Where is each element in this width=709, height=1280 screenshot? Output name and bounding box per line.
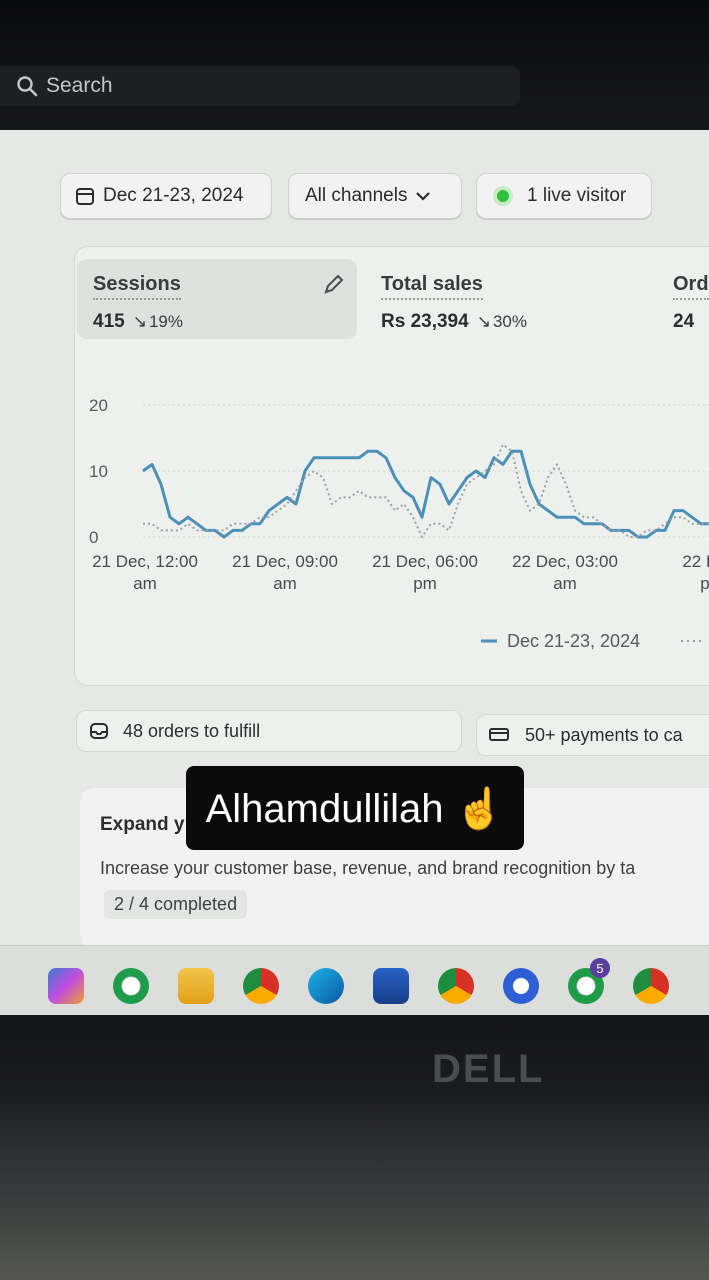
whatsapp-icon[interactable] [113, 968, 149, 1004]
top-bezel: Search [0, 0, 709, 130]
x-tick-label: 22 Dec, 03:00 [512, 552, 618, 571]
caption-sticker: Alhamdullilah ☝️ [186, 766, 524, 850]
metric-label: Total sales [381, 273, 483, 300]
x-tick-label-line2: am [553, 574, 577, 593]
file-explorer-icon[interactable] [178, 968, 214, 1004]
chrome-icon[interactable] [243, 968, 279, 1004]
live-visitor-button[interactable]: 1 live visitor [476, 173, 652, 219]
search-input[interactable]: Search [46, 74, 113, 97]
sessions-chart: 20 10 0 21 Dec, 12:00 am 21 Dec, 09:00 am 21 De… [89, 396, 709, 651]
search-icon [17, 76, 38, 97]
x-tick-label: 22 De [682, 552, 709, 571]
metric-label: Sessions [93, 273, 181, 300]
vpn-icon[interactable] [503, 968, 539, 1004]
progress-badge: 2 / 4 completed [104, 890, 248, 919]
expand-card[interactable]: Expand y Increase your customer base, re… [80, 788, 709, 948]
sales-trend: 30% [492, 312, 527, 331]
whatsapp-business-icon[interactable]: 5 [568, 958, 610, 1004]
metric-label: Ord [673, 273, 709, 300]
metric-value: 415 ↘ 19% [93, 311, 183, 333]
channels-label: All channels [305, 185, 408, 206]
edit-icon[interactable] [321, 273, 345, 297]
metric-total-sales[interactable]: Total sales Rs 23,394 ↘ 30% [365, 259, 635, 339]
live-dot-icon [497, 190, 509, 202]
y-tick-label: 10 [89, 462, 108, 481]
legend-label: Dec 21-23, 2024 [507, 631, 640, 651]
y-tick-label: 20 [89, 396, 108, 415]
payment-icon [489, 728, 509, 741]
x-tick-label-line2: am [273, 574, 297, 593]
orders-to-fulfill-banner[interactable]: 48 orders to fulfill [76, 710, 462, 752]
sessions-value: 415 [93, 311, 125, 332]
expand-card-description: Increase your customer base, revenue, an… [100, 858, 636, 878]
date-range-label: Dec 21-23, 2024 [103, 185, 244, 206]
expand-card-title: Expand y [100, 814, 185, 835]
x-tick-label-line2: pm [413, 574, 437, 593]
series-line-current [142, 449, 709, 539]
sales-value: Rs 23,394 [381, 311, 469, 332]
x-tick-label: 21 Dec, 09:00 [232, 552, 338, 571]
laptop-bezel: DELL [0, 1015, 709, 1280]
dell-logo: DELL [432, 1047, 545, 1091]
metric-orders[interactable]: Ord 24 [657, 259, 709, 339]
orders-banner-text: 48 orders to fulfill [123, 720, 261, 741]
series-line-comparison [143, 443, 709, 538]
chrome-icon[interactable] [438, 968, 474, 1004]
trend-down-icon: ↘ [132, 312, 147, 331]
microsoft-store-icon[interactable] [373, 968, 409, 1004]
date-range-button[interactable]: Dec 21-23, 2024 [60, 173, 272, 219]
sessions-trend: 19% [148, 312, 183, 331]
chrome-icon[interactable] [633, 968, 669, 1004]
calendar-icon [76, 188, 94, 205]
inbox-icon [90, 723, 108, 739]
y-tick-label: 0 [89, 528, 98, 547]
caption-text: Alhamdullilah ☝️ [205, 786, 505, 831]
metric-value: Rs 23,394 ↘ 30% [381, 311, 527, 333]
orders-value: 24 [673, 311, 695, 332]
x-tick-label-line2: am [133, 574, 157, 593]
x-tick-label-line2: p [700, 574, 709, 593]
x-tick-label: 21 Dec, 12:00 [92, 552, 198, 571]
chevron-down-icon [416, 192, 431, 201]
x-tick-label: 21 Dec, 06:00 [372, 552, 478, 571]
edge-icon[interactable] [308, 968, 344, 1004]
search-bar[interactable]: Search [0, 66, 520, 106]
metric-sessions[interactable]: Sessions 415 ↘ 19% [77, 259, 357, 339]
copilot-icon[interactable] [48, 968, 84, 1004]
notification-badge: 5 [590, 958, 610, 978]
analytics-card: Sessions 415 ↘ 19% Total sales Rs 23,394 ↘ 3… [74, 246, 709, 686]
channels-dropdown[interactable]: All channels [288, 173, 462, 219]
payments-banner-text: 50+ payments to ca [525, 724, 683, 745]
payments-banner[interactable]: 50+ payments to ca [476, 714, 709, 756]
taskbar: 5 [0, 945, 709, 1015]
laptop-screen: Dec 21-23, 2024 All channels 1 live visi… [0, 130, 709, 1015]
trend-down-icon: ↘ [476, 312, 491, 331]
live-visitor-label: 1 live visitor [527, 185, 627, 206]
